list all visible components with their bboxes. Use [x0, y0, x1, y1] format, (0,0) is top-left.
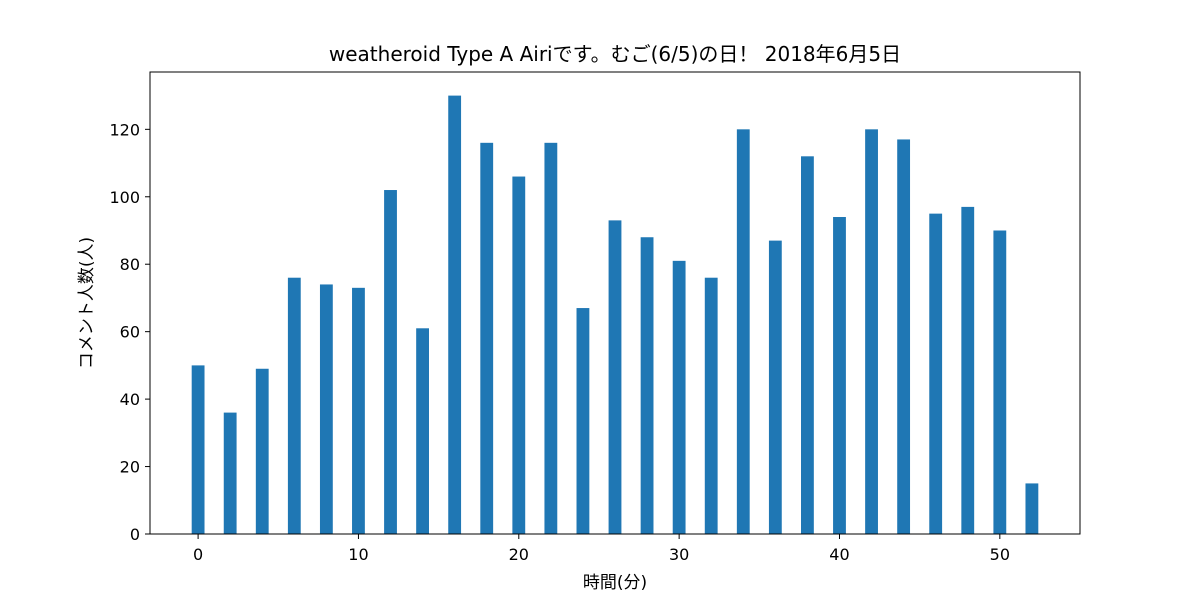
- x-tick-label: 20: [509, 545, 529, 564]
- bar: [1025, 483, 1039, 534]
- bar: [801, 156, 814, 534]
- bars-group: [191, 95, 1039, 535]
- bar: [608, 220, 622, 534]
- bar: [191, 365, 205, 534]
- y-tick-label: 0: [130, 525, 140, 544]
- y-tick-label: 40: [120, 390, 140, 409]
- bar: [319, 284, 333, 534]
- x-tick-label: 50: [990, 545, 1010, 564]
- bar: [576, 308, 590, 534]
- y-axis-ticks: 0 20 40 60 80 100 120: [109, 120, 150, 544]
- bar: [865, 129, 878, 534]
- bar: [512, 176, 526, 534]
- bar: [993, 230, 1007, 535]
- bar: [384, 190, 397, 535]
- bar: [736, 129, 750, 534]
- bar: [929, 213, 943, 534]
- bar: [704, 277, 718, 534]
- bar: [480, 142, 494, 535]
- y-tick-label: 60: [120, 323, 140, 342]
- bar: [448, 95, 462, 535]
- y-axis-label: コメント人数(人): [77, 237, 97, 369]
- y-tick-label: 20: [120, 458, 140, 477]
- bar: [833, 217, 846, 534]
- x-axis-ticks: 0 10 20 30 40 50: [193, 534, 1010, 564]
- bar: [223, 412, 237, 534]
- x-tick-label: 0: [193, 545, 203, 564]
- bar: [416, 328, 429, 534]
- x-tick-label: 30: [669, 545, 689, 564]
- chart-title: weatheroid Type A Airiです。むご(6/5)の日！ 2018…: [329, 42, 901, 66]
- bar: [672, 260, 686, 534]
- x-tick-label: 40: [829, 545, 849, 564]
- bar: [961, 206, 975, 535]
- plot-frame: [149, 71, 1081, 535]
- x-tick-label: 10: [348, 545, 368, 564]
- bar: [640, 237, 654, 534]
- bar: [768, 240, 782, 534]
- x-axis-label: 時間(分): [583, 573, 647, 593]
- bar: [287, 277, 301, 534]
- bar: [255, 368, 269, 534]
- y-tick-label: 100: [109, 188, 140, 207]
- bar: [897, 139, 911, 534]
- y-tick-label: 80: [120, 255, 140, 274]
- y-tick-label: 120: [109, 120, 140, 139]
- bar: [544, 142, 558, 535]
- bar: [352, 287, 365, 534]
